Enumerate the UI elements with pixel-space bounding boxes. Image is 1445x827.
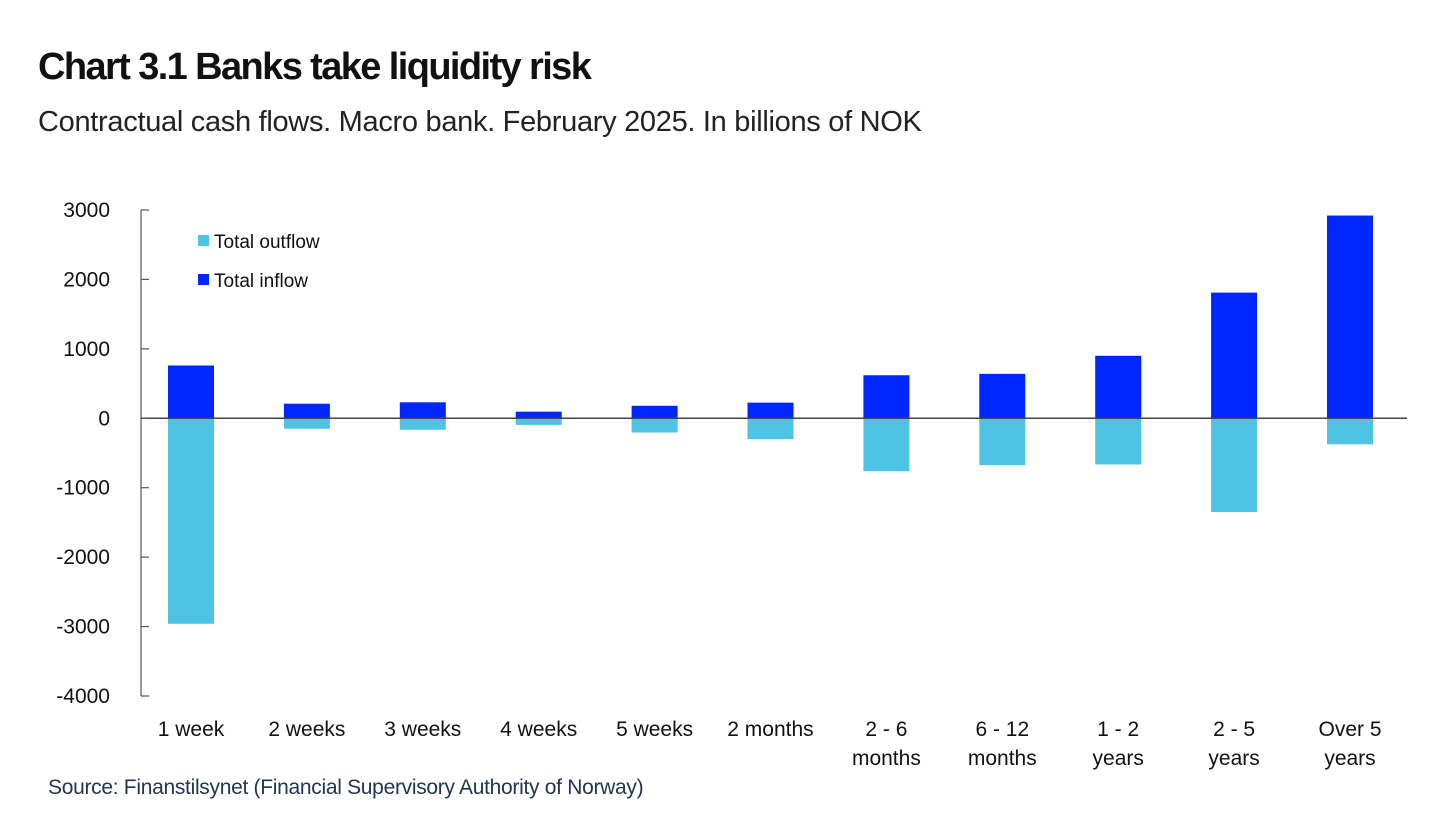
bar-inflow-10 bbox=[1327, 215, 1373, 419]
legend-label-inflow: Total inflow bbox=[214, 271, 308, 292]
x-category-label: 1 - 2 years bbox=[1093, 718, 1144, 770]
bar-outflow-2 bbox=[399, 418, 446, 430]
bar-inflow-2 bbox=[399, 402, 446, 419]
bar-inflow-4 bbox=[631, 405, 678, 419]
bar-inflow-6 bbox=[863, 375, 910, 419]
y-tick-label: -2000 bbox=[56, 546, 110, 569]
x-axis-labels: 1 week 2 weeks 3 weeks 4 weeks 5 weeks 2 mont… bbox=[158, 718, 1382, 770]
bar-inflow-9 bbox=[1211, 292, 1258, 419]
source-note: Source: Finanstilsynet (Financial Superv… bbox=[48, 776, 644, 799]
y-tick-label: -4000 bbox=[56, 685, 110, 708]
legend-swatch-outflow bbox=[198, 235, 209, 246]
y-tick-label: 2000 bbox=[63, 268, 110, 291]
x-category-label: Over 5 years bbox=[1318, 718, 1381, 770]
bar-outflow-9 bbox=[1211, 418, 1258, 513]
bar-outflow-8 bbox=[1095, 418, 1142, 465]
x-category-label: 5 weeks bbox=[616, 718, 693, 741]
bar-outflow-3 bbox=[515, 418, 562, 425]
y-tick-label: -1000 bbox=[56, 477, 110, 500]
bar-outflow-0 bbox=[168, 418, 214, 624]
bar-inflow-0 bbox=[168, 365, 214, 419]
bar-outflow-4 bbox=[631, 418, 678, 433]
legend-label-outflow: Total outflow bbox=[214, 232, 320, 253]
bars-group bbox=[168, 215, 1373, 624]
y-axis-ticks: 3000 2000 1000 0 -1000 -2000 -3000 -4000 bbox=[56, 199, 149, 708]
y-tick-label: 3000 bbox=[63, 199, 110, 222]
bar-inflow-8 bbox=[1095, 355, 1142, 419]
legend-swatch-inflow bbox=[198, 274, 209, 285]
x-category-label: 2 - 5 years bbox=[1208, 718, 1259, 770]
bar-outflow-7 bbox=[979, 418, 1026, 466]
x-category-label: 1 week bbox=[158, 718, 225, 741]
bar-outflow-1 bbox=[283, 418, 330, 429]
x-category-label: 2 weeks bbox=[268, 718, 345, 741]
x-category-label: 2 months bbox=[727, 718, 813, 741]
bar-inflow-1 bbox=[283, 403, 330, 419]
chart-subtitle: Contractual cash flows. Macro bank. Febr… bbox=[38, 106, 922, 138]
y-tick-label: -3000 bbox=[56, 616, 110, 639]
y-tick-label: 0 bbox=[98, 407, 110, 430]
x-category-label: 6 - 12 months bbox=[968, 718, 1037, 770]
x-category-label: 4 weeks bbox=[500, 718, 577, 741]
chart-title: Chart 3.1 Banks take liquidity risk bbox=[38, 46, 592, 88]
bar-inflow-7 bbox=[979, 373, 1026, 419]
bar-inflow-5 bbox=[747, 402, 794, 419]
bar-outflow-10 bbox=[1327, 418, 1373, 445]
y-tick-label: 1000 bbox=[63, 338, 110, 361]
bar-outflow-5 bbox=[747, 418, 794, 440]
axes-group bbox=[140, 210, 1407, 696]
x-category-label: 2 - 6 months bbox=[852, 718, 921, 770]
bar-outflow-6 bbox=[863, 418, 910, 472]
bar-inflow-3 bbox=[515, 411, 562, 419]
x-category-label: 3 weeks bbox=[384, 718, 461, 741]
legend: Total outflow Total inflow bbox=[198, 232, 320, 292]
